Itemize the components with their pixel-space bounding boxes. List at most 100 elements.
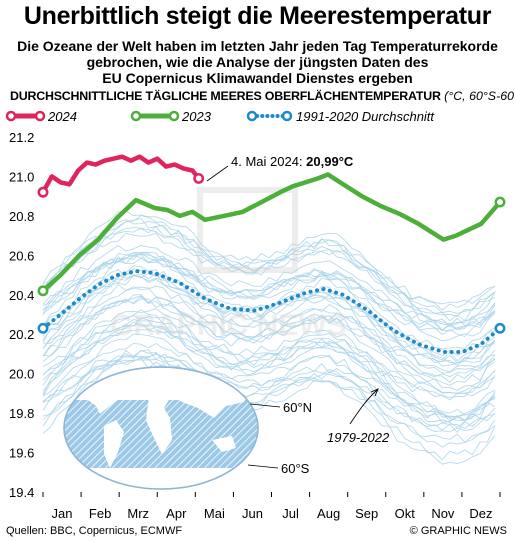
label-1979-2022-group: 1979-2022: [327, 388, 390, 445]
annotation-value: 20,99°C: [306, 154, 354, 169]
series-line-2024: [40, 154, 201, 195]
y-tick-label: 19.8: [9, 406, 34, 421]
heading-unit: (°C, 60°S-60°N): [444, 89, 515, 103]
x-tick-label: Jan: [52, 506, 73, 521]
historical-line: [42, 296, 496, 395]
historical-line: [42, 225, 496, 325]
subtitle-line-3: EU Copernicus Klimawandel Dienstes ergeb…: [102, 70, 413, 86]
x-tick-label: Dez: [469, 506, 492, 521]
arrow-head-1979-2022: [370, 388, 379, 397]
historical-line: [42, 227, 496, 317]
historical-line: [42, 321, 496, 429]
annotation-prefix: 4. Mai 2024:: [231, 154, 306, 169]
historical-line: [42, 232, 496, 305]
legend-label-2023: 2023: [181, 109, 212, 124]
x-tick-label: Jun: [242, 506, 263, 521]
land-south-america: [104, 420, 124, 468]
label-1979-2022: 1979-2022: [327, 430, 390, 445]
x-tick-label: Okt: [395, 506, 416, 521]
historical-line: [42, 357, 496, 443]
historical-line: [42, 309, 496, 394]
y-tick-label: 20.4: [9, 288, 34, 303]
endpoint-average: [494, 322, 506, 334]
legend-item-average: 1991-2020 Durchschnitt: [246, 109, 435, 124]
y-tick-label: 21.2: [9, 130, 34, 145]
y-tick-label: 19.4: [9, 485, 34, 500]
watermark: GRAPHIC NEWS: [110, 187, 347, 342]
historical-line: [42, 329, 496, 399]
historical-line: [42, 217, 496, 311]
chart-title: Unerbittlich steigt die Meerestemperatur: [23, 2, 492, 30]
x-tick-label: Jul: [282, 506, 299, 521]
map-pointer-north: [249, 403, 281, 408]
chart-heading: DURCHSCHNITTLICHE TÄGLICHE MEERES OBERFL…: [10, 89, 515, 103]
label-60n: 60°N: [283, 400, 312, 415]
arrow-1979-2022: [349, 389, 378, 425]
legend-item-2024: 2024: [5, 109, 77, 124]
subtitle-line-2: gebrochen, wie die Analyse der jüngsten …: [86, 54, 429, 70]
x-tick-label: Apr: [166, 506, 187, 521]
x-tick-label: Mrz: [127, 506, 149, 521]
x-tick-label: Mai: [204, 506, 225, 521]
x-tick-label: Nov: [431, 506, 455, 521]
series-line-2023: [40, 172, 503, 294]
land-africa: [146, 386, 172, 454]
map-pointer-south: [247, 464, 279, 469]
y-tick-label: 21.0: [9, 169, 34, 184]
footer-source: Quellen: BBC, Copernicus, ECMWF: [6, 525, 183, 537]
historical-line: [42, 286, 496, 374]
subtitle-line-1: Die Ozeane der Welt haben im letzten Jah…: [17, 38, 498, 54]
historical-line: [42, 333, 496, 433]
historical-line: [42, 295, 496, 386]
y-tick-label: 19.6: [9, 446, 34, 461]
historical-line: [42, 317, 496, 401]
historical-line: [42, 319, 496, 422]
historical-line: [42, 298, 496, 384]
legend-label-average: 1991-2020 Durchschnitt: [296, 109, 435, 124]
watermark-text: GRAPHIC NEWS: [110, 309, 347, 342]
chart-subtitle: Die Ozeane der Welt haben im letzten Jah…: [0, 38, 515, 86]
historical-line: [42, 219, 496, 322]
historical-line: [42, 352, 496, 434]
y-tick-label: 20.8: [9, 209, 34, 224]
historical-line: [42, 252, 496, 332]
series-line-average: [41, 269, 502, 354]
endpoint-average: [37, 322, 49, 334]
historical-line: [42, 210, 496, 314]
land-eurasia: [168, 374, 248, 418]
historical-line: [42, 268, 496, 367]
historical-line: [42, 244, 496, 331]
annotation-text: 4. Mai 2024: 20,99°C: [231, 154, 354, 169]
historical-line: [42, 284, 496, 391]
x-tick-label: Sep: [355, 506, 378, 521]
footer-credit: © GRAPHIC NEWS: [409, 525, 507, 537]
historical-line: [42, 255, 496, 332]
y-tick-label: 20.0: [9, 367, 34, 382]
x-tick-label: Feb: [89, 506, 111, 521]
y-tick-label: 20.6: [9, 248, 34, 263]
legend: 2024 2023 1991-2020 Durchschnitt: [5, 109, 435, 124]
legend-label-2024: 2024: [47, 109, 77, 124]
world-map-inset: 60°N 60°S: [63, 366, 312, 490]
endpoint-2023: [494, 196, 506, 208]
label-60s: 60°S: [281, 461, 310, 476]
y-axis: 19.4 19.6 19.8 20.0 20.2 20.4 20.6 20.8 21.0 21.2: [9, 130, 34, 500]
annotation-pointer: [206, 165, 229, 182]
historical-line: [42, 274, 496, 362]
historical-line: [42, 342, 496, 416]
endpoint-2024: [193, 172, 205, 184]
y-tick-label: 20.2: [9, 327, 34, 342]
x-axis: Jan Feb Mrz Apr Mai Jun Jul Aug Sep Okt Nov Dez: [52, 492, 501, 521]
historical-line: [42, 252, 496, 326]
legend-item-2023: 2023: [130, 109, 212, 124]
historical-lines-1979-2022: [42, 210, 496, 465]
series-layer: [37, 154, 506, 354]
historical-line: [42, 294, 496, 373]
annotation-may-4: 4. Mai 2024: 20,99°C: [206, 154, 354, 182]
endpoint-2023: [37, 285, 49, 297]
x-tick-label: Aug: [317, 506, 340, 521]
historical-line: [42, 358, 496, 431]
land-australia: [212, 436, 236, 452]
endpoint-2024: [37, 186, 49, 198]
